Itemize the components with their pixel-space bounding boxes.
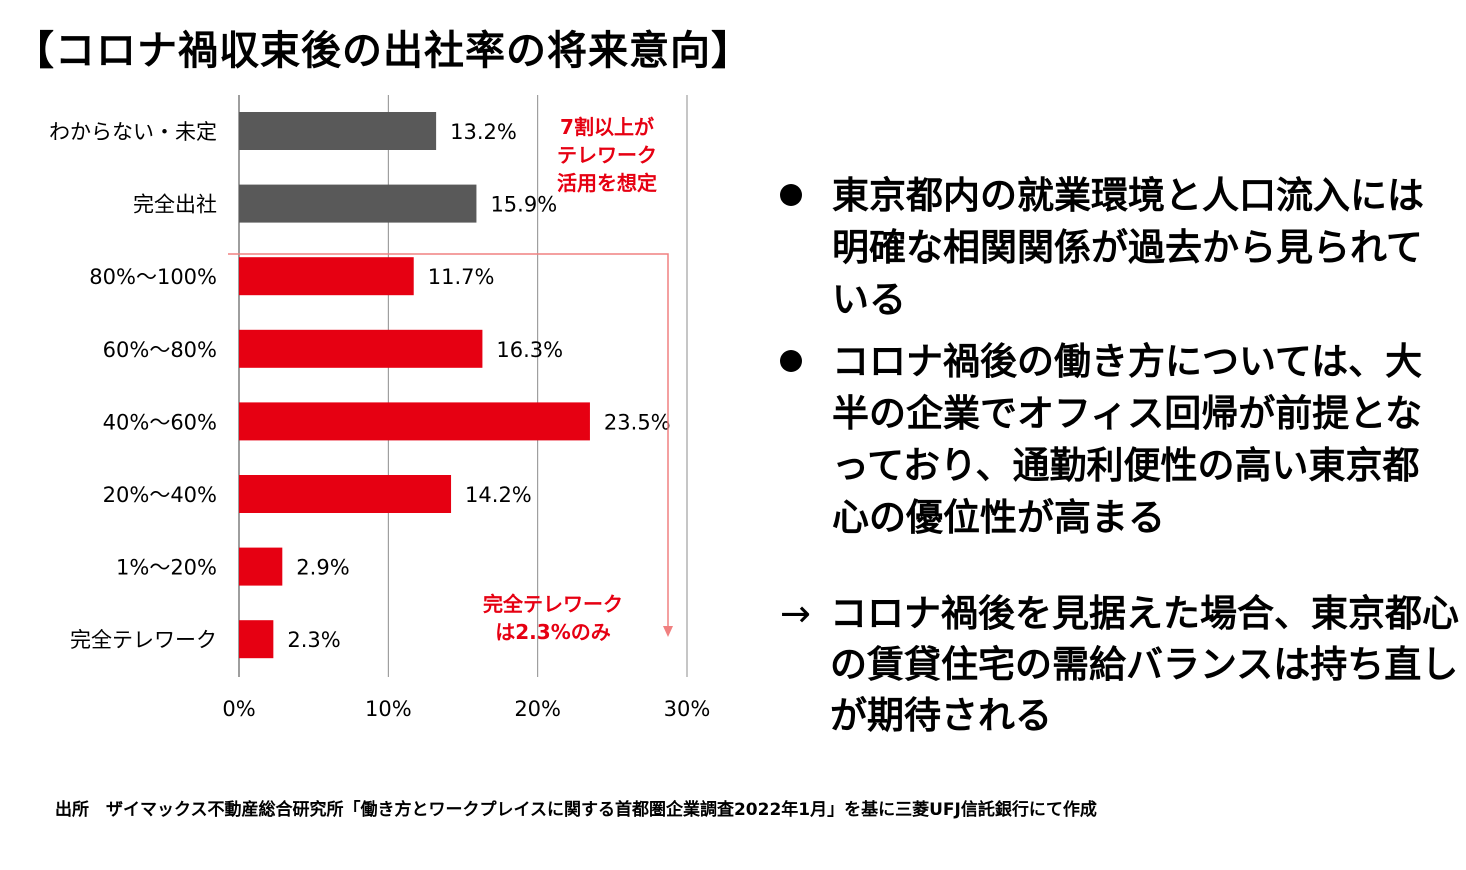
x-tick-label: 30% [664,697,711,721]
bars [239,112,590,659]
bullet-dot-icon [780,184,802,206]
bar [239,257,414,296]
category-label: 完全テレワーク [70,628,217,652]
category-label: わからない・未定 [49,120,217,144]
x-tick-labels: 0% 10% 20% 30% [222,697,710,721]
x-tick-label: 10% [365,697,412,721]
data-label: 15.9% [490,193,557,217]
conclusion-text: コロナ禍後を見据えた場合、東京都心の賃貸住宅の需給バランスは持ち直しが期待される [830,592,1459,737]
data-label: 13.2% [450,120,517,144]
bracket-arrowhead-icon [663,626,673,637]
annotation-full-telework: 完全テレワークは2.3%のみ [483,592,623,644]
data-label: 11.7% [428,265,495,289]
bullet-text: 東京都内の就業環境と人口流入には明確な相関関係が過去から見られている [832,174,1424,321]
bullet-dot-icon [780,350,802,372]
bar [239,329,483,368]
bar [239,547,283,586]
conclusion: → コロナ禍後を見据えた場合、東京都心の賃貸住宅の需給バランスは持ち直しが期待さ… [780,588,1460,741]
bar [239,402,590,441]
bullet-item: 東京都内の就業環境と人口流入には明確な相関関係が過去から見られている [780,170,1450,326]
category-label: 1%～20% [116,556,217,580]
category-label: 20%～40% [103,483,217,507]
data-label: 16.3% [496,338,563,362]
data-label: 2.3% [287,628,340,652]
value-labels: 13.2% 15.9% 11.7% 16.3% 23.5% 14.2% 2.9% 2.3% [287,120,670,652]
category-label: 80%～100% [89,265,217,289]
x-tick-label: 20% [514,697,561,721]
bar [239,184,477,223]
arrow-icon: → [780,592,812,635]
data-label: 23.5% [604,410,671,434]
bullet-text: コロナ禍後の働き方については、大半の企業でオフィス回帰が前提となっており、通勤利… [832,340,1423,539]
category-label: 完全出社 [133,193,217,217]
bar [239,620,274,659]
x-tick-label: 0% [222,697,255,721]
data-label: 2.9% [296,556,349,580]
annotation-telework-majority: 7割以上がテレワーク活用を想定 [557,115,657,195]
category-label: 60%～80% [103,338,217,362]
bar [239,475,452,513]
bracket-line [228,253,669,628]
category-label: 40%～60% [103,410,217,434]
bullet-list: 東京都内の就業環境と人口流入には明確な相関関係が過去から見られている コロナ禍後… [780,170,1450,544]
source-note: 出所 ザイマックス不動産総合研究所「働き方とワークプレイスに関する首都圏企業調査… [55,800,1097,820]
data-label: 14.2% [465,483,532,507]
bullet-item: コロナ禍後の働き方については、大半の企業でオフィス回帰が前提となっており、通勤利… [780,336,1450,544]
bar [239,112,437,150]
page-title: 【コロナ禍収束後の出社率の将来意向】 [14,28,752,74]
